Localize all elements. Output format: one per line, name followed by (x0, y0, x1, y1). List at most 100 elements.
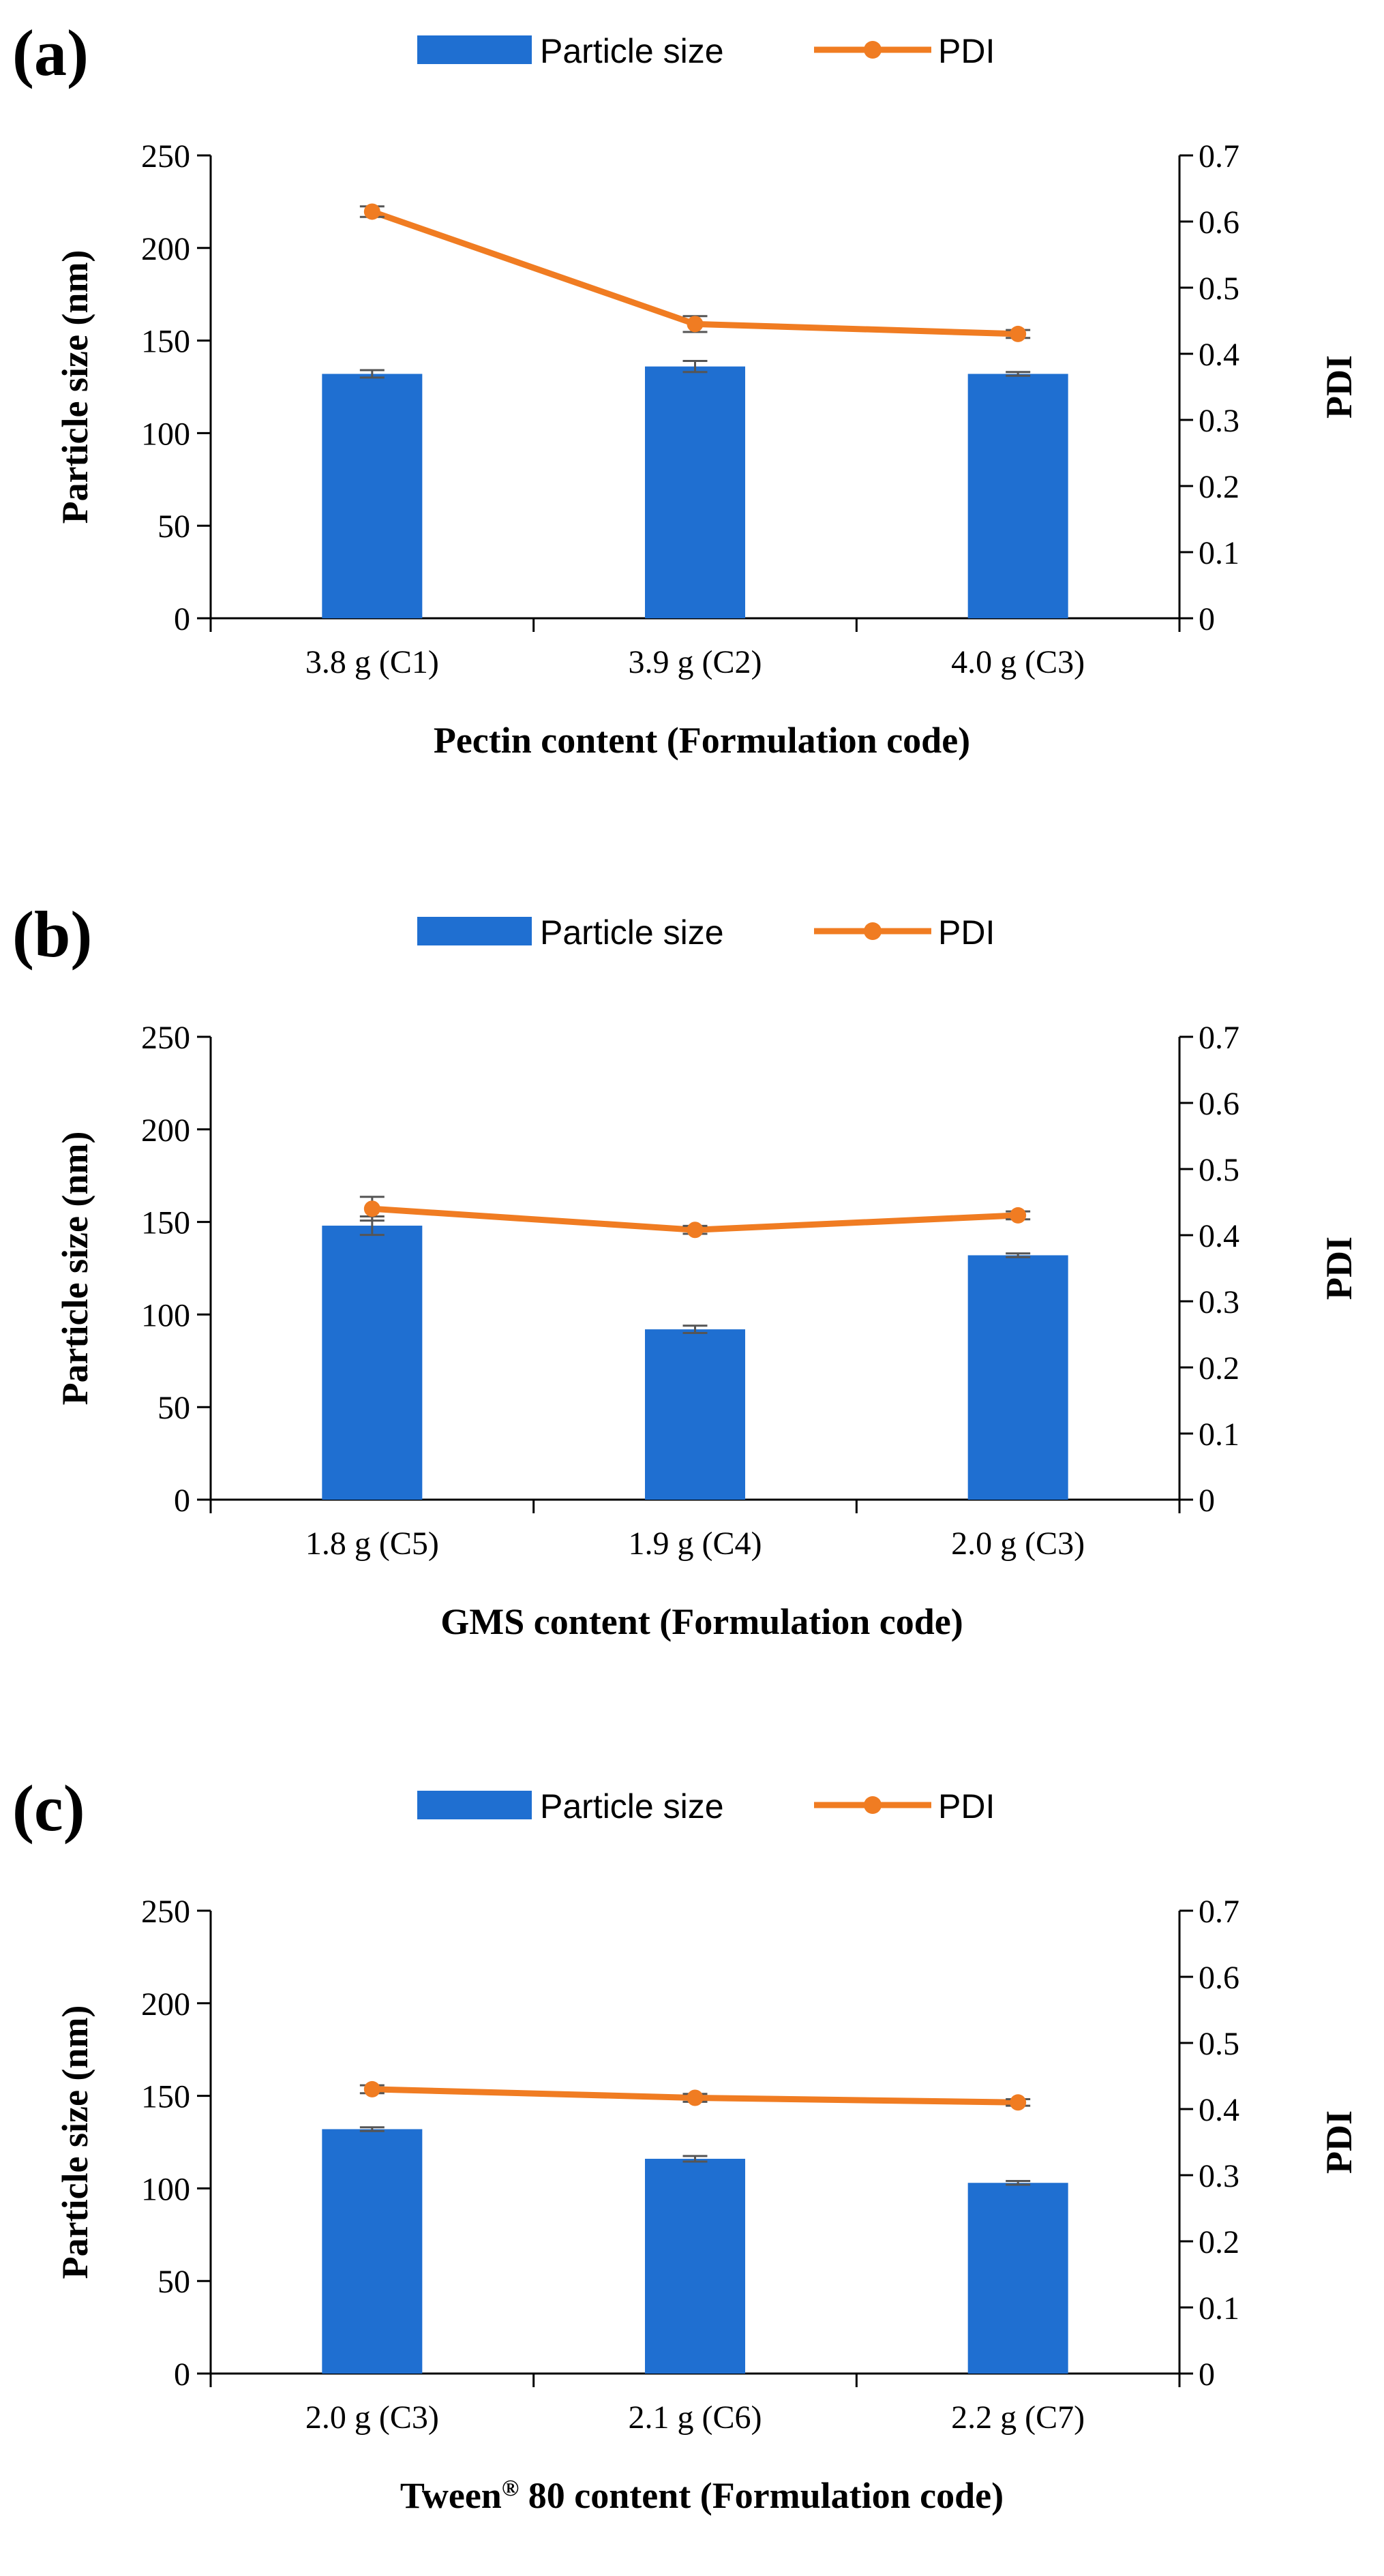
x-axis-title-part: GMS content (Formulation code) (440, 1601, 963, 1642)
left-tick-label: 0 (174, 1483, 190, 1519)
pdi-point (1010, 1207, 1027, 1224)
left-tick-label: 200 (141, 1986, 190, 2022)
left-tick-label: 0 (174, 2357, 190, 2393)
bar-particle-size (967, 374, 1068, 618)
legend: Particle size PDI (417, 32, 995, 70)
chart-panel-1: (a) Particle size PDI 0 50 100 150 200 250 0 0.1 0.… (12, 16, 1359, 761)
pdi-point (363, 203, 380, 220)
x-tick-label: 2.1 g (C6) (629, 2399, 762, 2436)
right-tick-label: 0.6 (1199, 1086, 1239, 1122)
axes: 0 50 100 150 200 250 0 0.1 0.2 0.3 0.4 0.5 0.6 0.7 3.8… (141, 138, 1239, 680)
right-tick-label: 0.1 (1199, 2290, 1239, 2327)
pdi-point (687, 2089, 704, 2106)
chart-panel-3: (c) Particle size PDI 0 50 100 150 200 250 0 0.1 0.… (12, 1772, 1359, 2516)
right-tick-label: 0.7 (1199, 1894, 1239, 1930)
pdi-point (363, 2080, 380, 2097)
right-tick-label: 0.5 (1199, 1152, 1239, 1188)
y-axis-title: Particle size (nm) (55, 2005, 95, 2279)
bar-particle-size (645, 2158, 745, 2374)
x-axis-title-part: Tween (400, 2475, 502, 2516)
right-tick-label: 0 (1199, 1483, 1215, 1519)
right-tick-label: 0 (1199, 2357, 1215, 2393)
legend-label-pdi: PDI (938, 32, 995, 70)
pdi-point (1010, 325, 1027, 342)
bar-particle-size (322, 2129, 423, 2374)
x-axis-title: Pectin content (Formulation code) (434, 720, 970, 761)
legend-swatch-particle-size (417, 35, 532, 64)
bar-particle-size (645, 1329, 745, 1500)
bar-particle-size (322, 374, 423, 618)
x-axis-title-part: 80 content (Formulation code) (519, 2475, 1004, 2516)
legend-marker-pdi (864, 922, 882, 940)
bar-particle-size (645, 366, 745, 618)
left-tick-label: 50 (157, 509, 190, 545)
right-tick-label: 0.3 (1199, 1284, 1239, 1320)
legend-label-pdi: PDI (938, 913, 995, 952)
right-tick-label: 0.1 (1199, 1416, 1239, 1453)
right-tick-label: 0.3 (1199, 403, 1239, 439)
right-tick-label: 0.4 (1199, 337, 1239, 373)
legend: Particle size PDI (417, 1787, 995, 1825)
panel-label: (c) (12, 1772, 85, 1845)
registered-mark: ® (502, 2476, 519, 2501)
legend-marker-pdi (864, 41, 882, 59)
bar-particle-size (967, 1255, 1068, 1500)
right-tick-label: 0.1 (1199, 535, 1239, 571)
right-tick-label: 0.4 (1199, 1218, 1239, 1254)
legend-marker-pdi (864, 1796, 882, 1814)
right-tick-label: 0.3 (1199, 2158, 1239, 2194)
left-tick-label: 100 (141, 2171, 190, 2207)
left-tick-label: 50 (157, 1390, 190, 1426)
legend: Particle size PDI (417, 913, 995, 952)
right-tick-label: 0.4 (1199, 2092, 1239, 2128)
x-tick-label: 2.2 g (C7) (951, 2399, 1085, 2436)
left-tick-label: 150 (141, 1205, 190, 1241)
right-tick-label: 0.2 (1199, 2224, 1239, 2260)
x-tick-label: 2.0 g (C3) (305, 2399, 439, 2436)
left-tick-label: 0 (174, 601, 190, 637)
pdi-point (1010, 2094, 1027, 2111)
x-tick-label: 4.0 g (C3) (951, 644, 1085, 680)
bar-particle-size (967, 2183, 1068, 2374)
legend-label-particle-size: Particle size (540, 913, 724, 952)
left-tick-label: 200 (141, 1112, 190, 1149)
right-tick-label: 0.2 (1199, 1350, 1239, 1387)
bar-particle-size (322, 1226, 423, 1500)
right-tick-label: 0.6 (1199, 204, 1239, 241)
x-tick-label: 1.8 g (C5) (305, 1526, 439, 1562)
x-tick-label: 3.9 g (C2) (629, 644, 762, 680)
panel-label: (a) (12, 16, 89, 89)
y2-axis-title: PDI (1319, 1237, 1359, 1300)
pdi-point (363, 1200, 380, 1217)
left-tick-label: 100 (141, 1297, 190, 1333)
y2-axis-title: PDI (1319, 355, 1359, 419)
legend-label-particle-size: Particle size (540, 32, 724, 70)
legend-swatch-particle-size (417, 1791, 532, 1819)
left-tick-label: 200 (141, 231, 190, 267)
left-tick-label: 100 (141, 416, 190, 452)
right-tick-label: 0.5 (1199, 2026, 1239, 2062)
x-axis-title-part: Pectin content (Formulation code) (434, 720, 970, 761)
left-tick-label: 250 (141, 1894, 190, 1930)
right-tick-label: 0.6 (1199, 1960, 1239, 1996)
pdi-point (687, 1222, 704, 1239)
y-axis-title: Particle size (nm) (55, 250, 95, 524)
legend-label-particle-size: Particle size (540, 1787, 724, 1825)
legend-label-pdi: PDI (938, 1787, 995, 1825)
right-tick-label: 0.5 (1199, 271, 1239, 307)
right-tick-label: 0 (1199, 601, 1215, 637)
left-tick-label: 50 (157, 2264, 190, 2300)
legend-swatch-particle-size (417, 917, 532, 945)
x-tick-label: 3.8 g (C1) (305, 644, 439, 680)
panel-label: (b) (12, 898, 92, 971)
pdi-point (687, 316, 704, 333)
right-tick-label: 0.2 (1199, 469, 1239, 505)
right-tick-label: 0.7 (1199, 1020, 1239, 1056)
x-axis-title: Tween® 80 content (Formulation code) (400, 2475, 1004, 2516)
x-tick-label: 1.9 g (C4) (629, 1526, 762, 1562)
y-axis-title: Particle size (nm) (55, 1132, 95, 1406)
chart-panel-2: (b) Particle size PDI 0 50 100 150 200 250 0 0.1 0.… (12, 898, 1359, 1642)
left-tick-label: 250 (141, 138, 190, 175)
y2-axis-title: PDI (1319, 2110, 1359, 2174)
